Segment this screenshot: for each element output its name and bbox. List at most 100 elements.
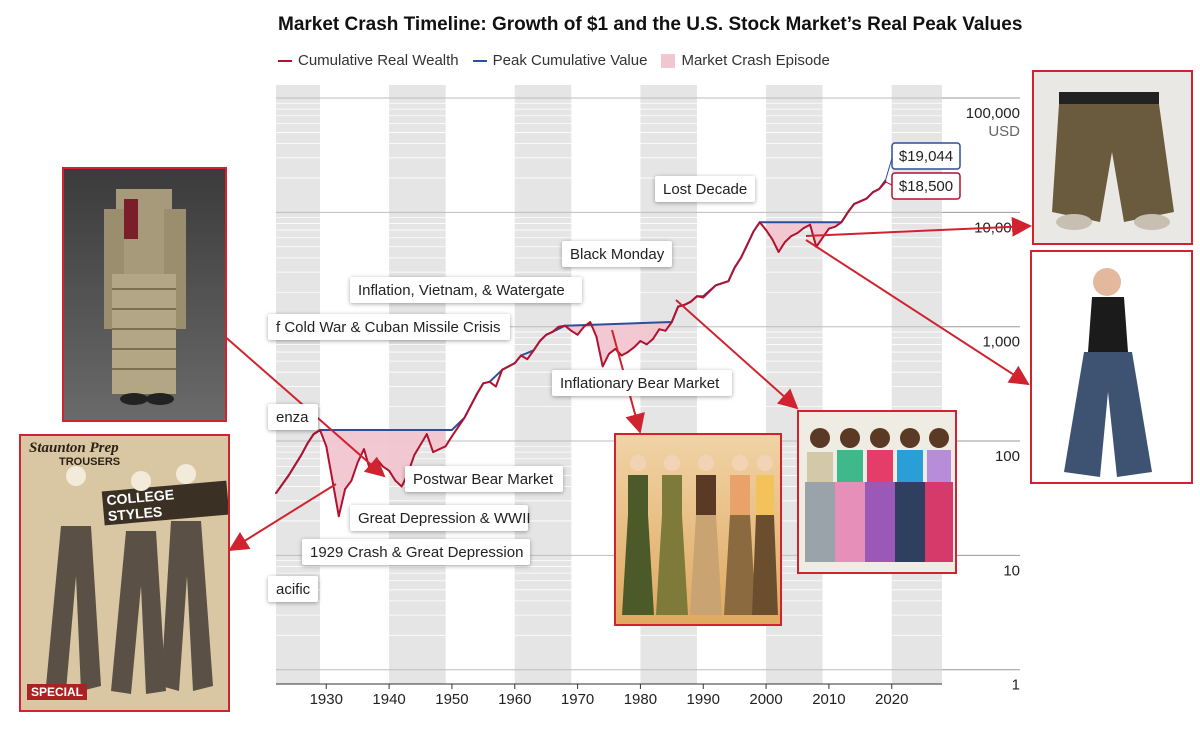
bell-bottoms-illustration (622, 455, 778, 615)
wealth-line-point (337, 515, 340, 518)
crash-area (565, 321, 672, 367)
wealth-line-point (570, 329, 573, 332)
wealth-line-point (595, 335, 598, 338)
wealth-line-point (664, 329, 667, 332)
event-label: f Cold War & Cuban Missile Crisis (276, 319, 501, 336)
wealth-line-point (381, 465, 384, 468)
wealth-line-point (639, 340, 642, 342)
peak-line-point (432, 429, 434, 431)
legend-swatch-peak (472, 59, 487, 62)
wealth-line-point (771, 238, 774, 241)
event-label-box (562, 241, 672, 267)
wealth-line-point (601, 365, 604, 368)
legend-item-crash: Market Crash Episode (661, 52, 830, 69)
wealth-line-point (564, 324, 566, 327)
wealth-line-point (626, 351, 629, 353)
x-tick-label: 1990 (687, 691, 720, 708)
wealth-line-point (495, 385, 497, 388)
wealth-line-point (532, 349, 535, 352)
wealth-line-point (476, 392, 478, 395)
wealth-line-point (645, 343, 648, 346)
y-tick-label: 100 (995, 448, 1020, 465)
wealth-line-point (834, 225, 837, 228)
wealth-annotation-value: $18,500 (899, 178, 953, 195)
wealth-line-point (388, 469, 390, 472)
event-label: 1929 Crash & Great Depression (310, 544, 523, 561)
legend-label-peak: Peak Cumulative Value (492, 52, 648, 69)
event-label: Lost Decade (663, 181, 747, 198)
wealth-line-point (859, 200, 862, 203)
ad-product: TROUSERS (59, 456, 121, 468)
x-tick-label: 2000 (749, 691, 782, 708)
wealth-line-point (350, 479, 353, 482)
peak-line-point (444, 429, 447, 431)
wealth-line-point (765, 229, 767, 231)
wealth-line-point (325, 445, 328, 448)
wealth-annotation-box (891, 172, 961, 200)
event-label: Inflation, Vietnam, & Watergate (358, 282, 565, 299)
wealth-line-point (752, 230, 755, 233)
wealth-line-point (576, 333, 579, 336)
wealth-line-point (608, 352, 610, 355)
wealth-line-point (394, 479, 397, 482)
peak-annotation-leader (884, 157, 893, 181)
wealth-line-point (545, 333, 548, 336)
photo-zoot-suit (62, 167, 227, 422)
wealth-line-point (400, 485, 403, 488)
photo-parachute-pants (797, 410, 957, 574)
wealth-line-point (275, 492, 277, 495)
wealth-line-point (620, 354, 623, 357)
ad-footer: SPECIAL (27, 684, 88, 700)
crash-area (319, 429, 427, 517)
wealth-line-point (746, 243, 749, 246)
wealth-line-point (369, 469, 372, 472)
wealth-line-point (802, 227, 805, 229)
peak-annotation-value: $19,044 (899, 148, 953, 165)
wealth-line-point (300, 454, 303, 457)
x-tick-label: 1940 (372, 691, 405, 708)
wealth-annotation-leader (885, 181, 893, 186)
event-label-box (655, 176, 755, 202)
wealth-line-point (375, 457, 378, 460)
wealth-line-point (425, 433, 428, 436)
wealth-line-point (306, 442, 309, 445)
photo-arrow (675, 299, 799, 410)
wealth-line-point (444, 445, 447, 448)
wealth-line-point (438, 448, 441, 451)
event-label: acific (276, 581, 311, 598)
photo-baggy-jeans (1030, 250, 1193, 484)
x-tick-label: 1970 (561, 691, 594, 708)
event-label: enza (276, 409, 309, 426)
wealth-line-point (432, 451, 434, 454)
peak-line-point (425, 429, 428, 431)
x-tick-label: 1960 (498, 691, 531, 708)
wealth-line-point (733, 266, 736, 269)
wealth-line-point (658, 328, 661, 331)
legend-swatch-wealth (278, 59, 292, 62)
wealth-line-point (777, 251, 780, 253)
wealth-line-point (319, 429, 321, 431)
wealth-line-point (878, 188, 881, 190)
wealth-line-point (821, 236, 824, 239)
wealth-line-point (633, 346, 636, 349)
wealth-line-point (312, 433, 315, 436)
y-tick-label: 1,000 (982, 334, 1020, 351)
event-label-box (268, 314, 510, 340)
wealth-line-point (809, 223, 811, 226)
x-tick-label: 2010 (812, 691, 845, 708)
wealth-line-point (702, 296, 705, 299)
wealth-line-point (363, 448, 365, 451)
event-label: Black Monday (570, 246, 665, 263)
peak-line-point (451, 429, 453, 431)
legend-swatch-crash (661, 53, 676, 68)
baggy-jeans-illustration (1064, 268, 1152, 477)
wealth-line-point (689, 300, 692, 303)
wealth-line-point (670, 321, 673, 323)
photo-bell-bottoms (614, 433, 782, 626)
x-tick-label: 1930 (310, 691, 343, 708)
legend-item-wealth: Cumulative Real Wealth (278, 52, 459, 69)
wealth-line-point (582, 325, 585, 328)
legend-label-crash: Market Crash Episode (681, 52, 830, 69)
wealth-line-point (740, 256, 742, 259)
wealth-line-point (513, 362, 516, 365)
